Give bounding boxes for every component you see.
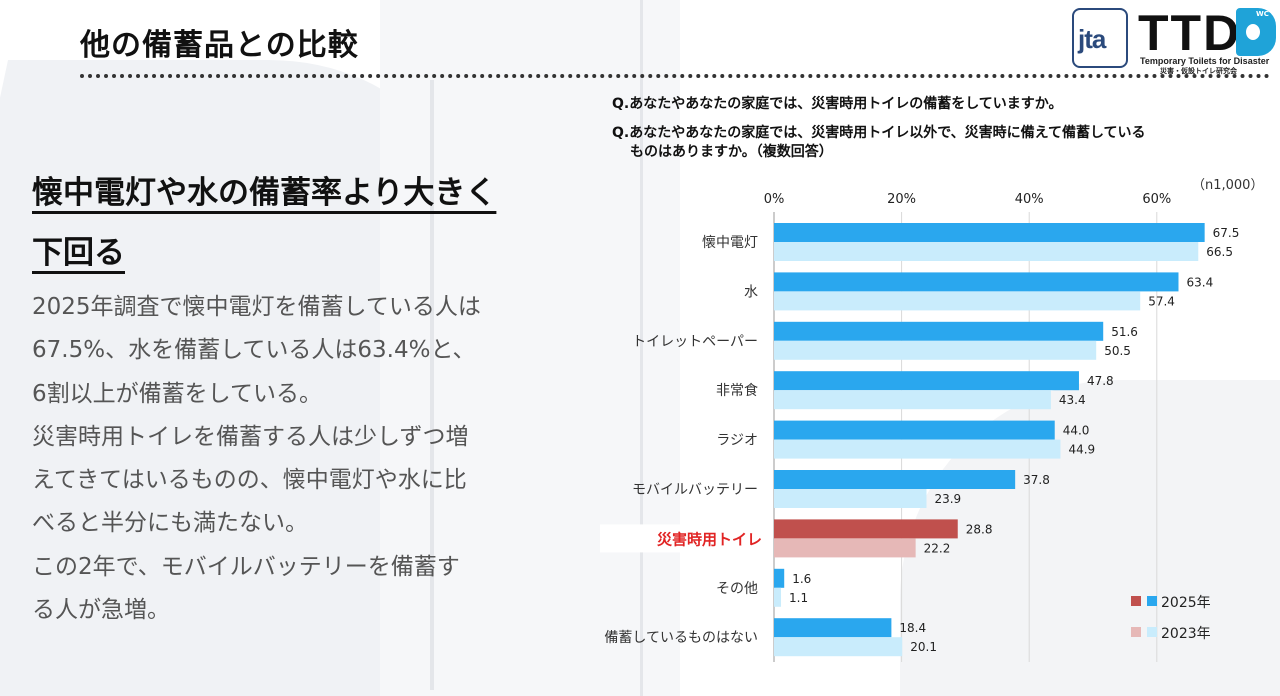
ttd-logo-wc: WC [1256,10,1269,18]
highlight-label-background [600,524,768,553]
ttd-logo-letters: TTD [1138,5,1242,61]
title-divider [80,74,1270,78]
category-label: 非常食 [716,382,758,399]
data-label-2023: 23.9 [934,492,961,506]
data-label-2023: 44.9 [1068,443,1095,457]
bar-2023 [774,587,782,607]
jta-logo-text: jta [1078,24,1106,54]
body-line: 2025年調査で懐中電灯を備蓄している人は [32,294,481,320]
data-label-2025: 63.4 [1186,275,1213,289]
headline-line: 懐中電灯や水の備蓄率より大きく [32,175,497,211]
category-label: その他 [716,581,758,597]
x-tick-label: 20% [887,192,916,207]
data-label-2023: 22.2 [924,541,951,555]
bar-2023 [774,538,916,558]
background-line [430,80,434,690]
data-label-2025: 67.5 [1213,226,1240,240]
ttd-logo-d-mark [1236,8,1276,56]
bar-2025 [774,470,1016,489]
body-line: 災害時用トイレを備蓄する人は少しずつ増 [32,423,469,450]
bar-2025 [774,321,1104,341]
sample-size-note: （n1,000） [1192,178,1264,193]
bar-2023 [774,390,1051,410]
page-title: 他の備蓄品との比較 [80,28,359,63]
ttd-logo-japanese: 災害・仮設トイレ研究会 [1160,67,1237,75]
legend-swatch [1147,627,1157,637]
data-label-2023: 1.1 [789,591,808,605]
question-2: Q.あなたやあなたの家庭では、災害時用トイレ以外で、災害時に備えて備蓄している … [612,124,1272,162]
legend-swatch-highlight [1131,627,1141,637]
data-label-2023: 20.1 [910,640,937,654]
bar-2023 [774,439,1061,459]
body-line: えてきてはいるものの、懐中電灯や水に比 [32,467,467,494]
question-1: Q.あなたやあなたの家庭では、災害時用トイレの備蓄をしていますか。 [612,96,1063,112]
bar-2025 [774,371,1079,391]
category-label: 水 [744,284,758,300]
category-label: 災害時用トイレ [657,530,762,548]
category-label: トイレットペーパー [632,334,758,350]
category-label: モバイルバッテリー [632,482,758,498]
category-label: 備蓄しているものはない [604,630,758,646]
data-label-2025: 1.6 [792,572,811,586]
bar-2025 [774,223,1205,242]
data-label-2025: 37.8 [1023,473,1050,487]
bar-2023 [774,291,1141,311]
ttd-logo: TTD WC Temporary Toilets for Disaster 災害… [1138,4,1276,75]
body-line: べると半分にも満たない。 [32,510,308,537]
bar-2025 [774,272,1179,292]
bar-2025 [774,519,958,539]
legend-swatch [1147,596,1157,606]
bar-2025 [774,568,785,588]
data-label-2025: 28.8 [966,522,993,536]
jta-logo: jta [1072,8,1128,68]
category-label: ラジオ [716,433,758,449]
body-line: る人が急増。 [32,597,170,624]
bar-2023 [774,340,1097,360]
headline: 懐中電灯や水の備蓄率より大きく 下回る [32,163,572,283]
bar-2023 [774,489,927,508]
bar-2023 [774,637,903,657]
category-label: 懐中電灯 [702,234,758,251]
data-label-2025: 47.8 [1087,374,1114,388]
bar-2023 [774,242,1199,261]
x-tick-label: 0% [764,192,785,207]
ttd-logo-english: Temporary Toilets for Disaster [1140,56,1270,66]
headline-line: 下回る [32,235,125,271]
question-2-line: ものはありますか。（複数回答） [630,144,833,160]
data-label-2023: 50.5 [1104,344,1131,358]
data-label-2025: 51.6 [1111,325,1138,339]
bar-2025 [774,618,892,638]
legend-label: 2025年 [1161,595,1211,611]
data-label-2025: 18.4 [899,621,926,635]
data-label-2023: 57.4 [1148,294,1175,308]
x-tick-label: 40% [1015,192,1044,207]
data-label-2023: 66.5 [1206,245,1233,259]
legend-swatch-highlight [1131,596,1141,606]
background-line [640,0,643,696]
data-label-2025: 44.0 [1063,424,1090,438]
data-label-2023: 43.4 [1059,393,1086,407]
x-tick-label: 60% [1142,192,1171,207]
legend-label: 2023年 [1161,626,1211,642]
body-text: 2025年調査で懐中電灯を備蓄している人は 67.5%、水を備蓄している人は63… [32,286,542,632]
question-2-line: Q.あなたやあなたの家庭では、災害時用トイレ以外で、災害時に備えて備蓄している [612,125,1146,141]
body-line: 6割以上が備蓄をしている。 [32,380,322,407]
bar-2025 [774,420,1055,440]
body-line: 67.5%、水を備蓄している人は63.4%と、 [32,337,476,364]
body-line: この2年で、モバイルバッテリーを備蓄す [32,553,460,580]
